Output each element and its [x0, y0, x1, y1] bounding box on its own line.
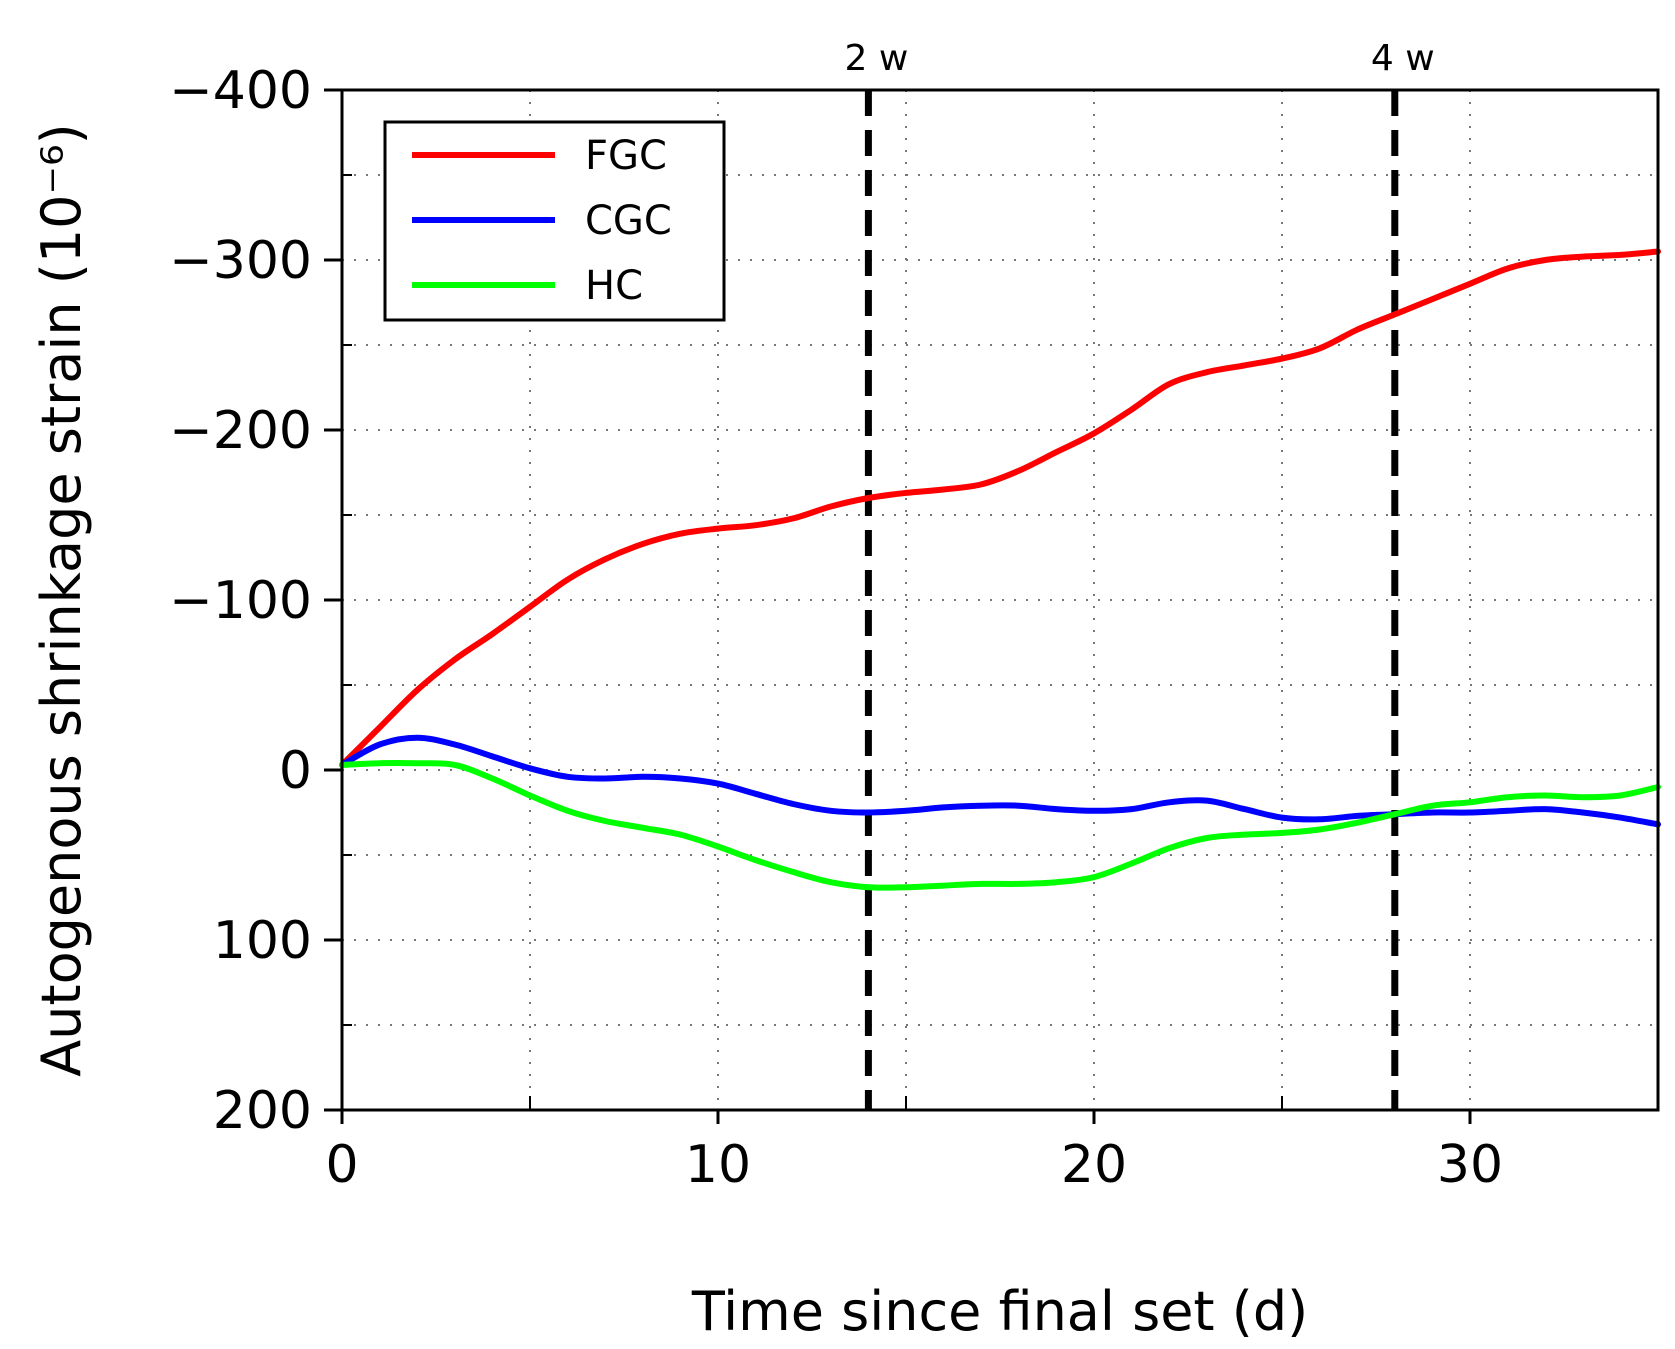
axis-ticks: [324, 88, 1659, 1124]
legend-label-fgc: FGC: [585, 133, 667, 179]
legend-label-hc: HC: [585, 263, 643, 309]
x-tick-labels: 0 10 20 30: [325, 1135, 1503, 1195]
x-axis-title: Time since final set (d): [691, 1280, 1308, 1343]
marker-label-1: 4 w: [1371, 38, 1435, 79]
marker-label-0: 2 w: [845, 38, 909, 79]
series-line-hc: [339, 759, 1661, 891]
y-tick-label-6: 200: [213, 1081, 312, 1141]
series-line-cgc: [339, 734, 1661, 828]
legend-label-cgc: CGC: [585, 198, 672, 244]
x-tick-label-2: 20: [1061, 1135, 1127, 1195]
x-tick-label-1: 10: [685, 1135, 751, 1195]
y-tick-label-4: 0: [279, 741, 312, 801]
series-line-fgc: [339, 248, 1661, 768]
y-tick-label-5: 100: [213, 911, 312, 971]
y-axis-title: Autogenous shrinkage strain (10⁻⁶): [30, 123, 93, 1077]
y-tick-labels: −400 −300 −200 −100 0 100 200: [169, 61, 312, 1141]
time-markers: 2 w 4 w: [845, 38, 1435, 1110]
series-lines: [339, 248, 1661, 891]
x-tick-label-3: 30: [1437, 1135, 1503, 1195]
y-tick-label-3: −100: [169, 571, 312, 631]
legend: FGC CGC HC: [383, 120, 726, 322]
y-tick-label-1: −300: [169, 231, 312, 291]
y-tick-label-0: −400: [169, 61, 312, 121]
x-tick-label-0: 0: [325, 1135, 358, 1195]
y-tick-label-2: −200: [169, 401, 312, 461]
